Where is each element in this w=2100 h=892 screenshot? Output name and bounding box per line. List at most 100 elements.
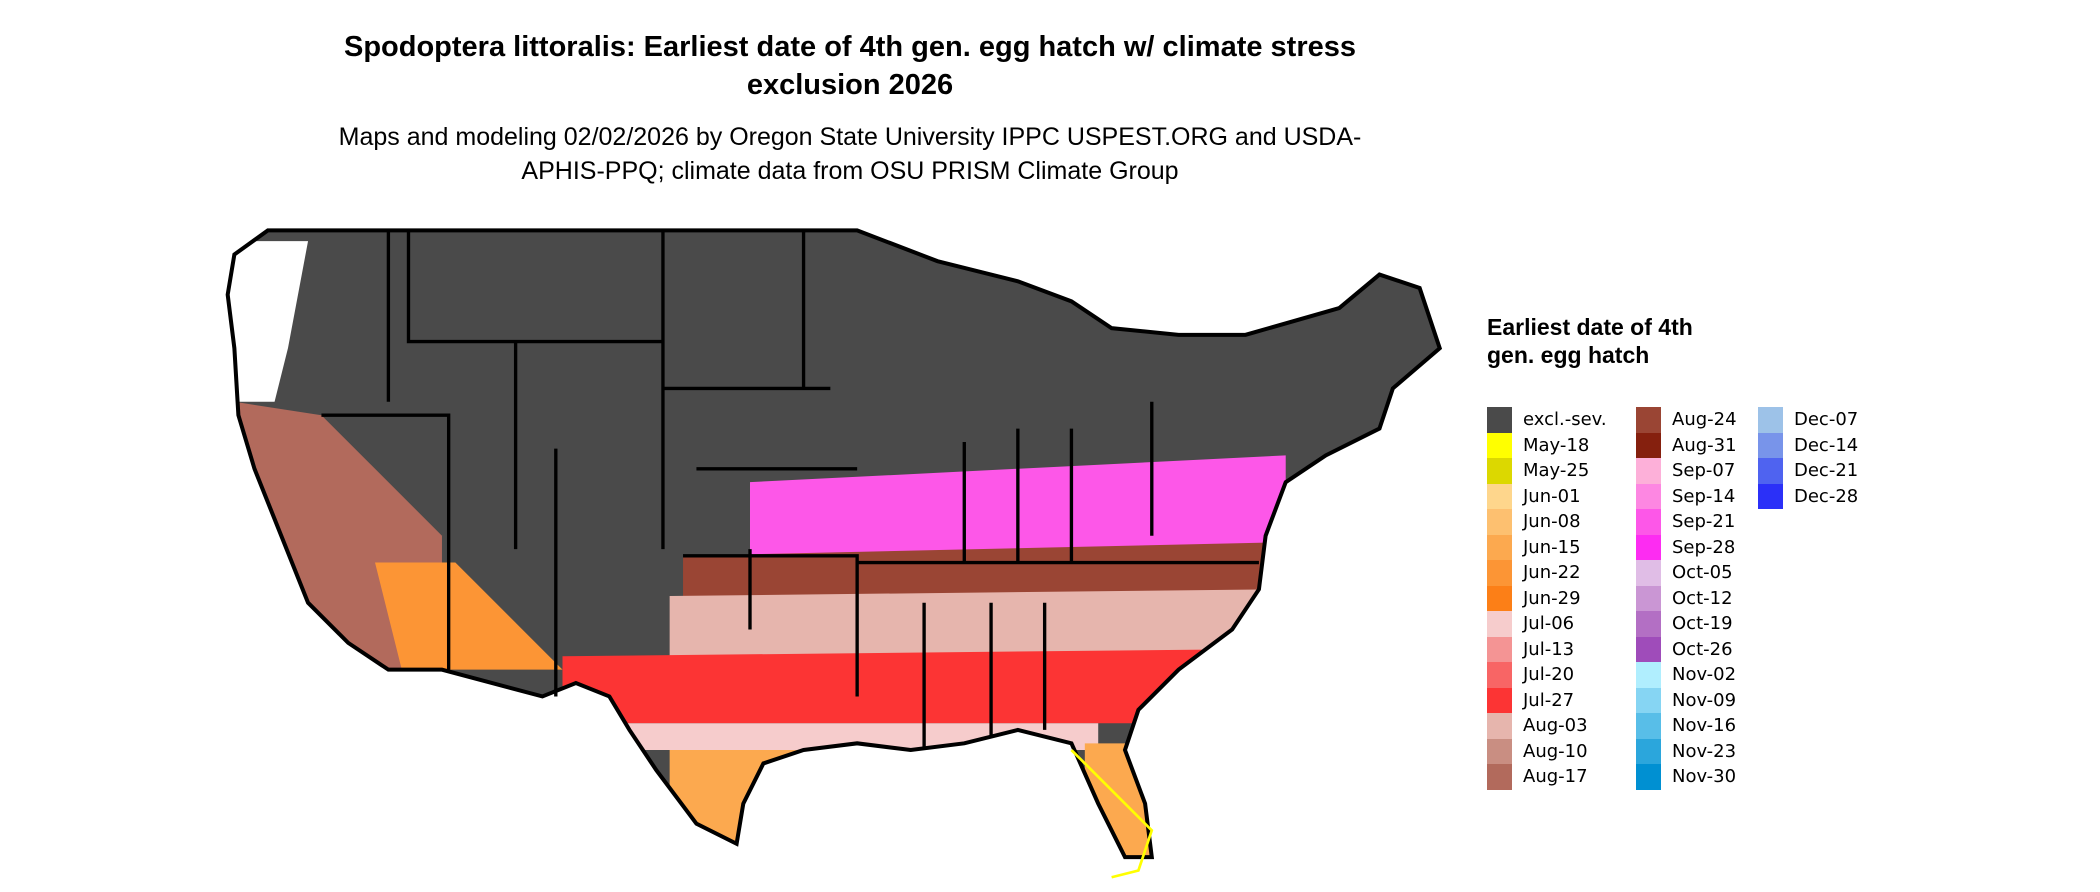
legend-item: Sep-14 [1636,483,1737,509]
legend-item: May-25 [1487,458,1607,484]
legend-swatch [1636,687,1661,713]
legend-item: Oct-26 [1636,636,1737,662]
region-aug-03 [669,589,1273,657]
legend-label: Oct-12 [1672,587,1733,609]
legend-item: Nov-09 [1636,687,1737,713]
legend-label: Jul-13 [1523,638,1575,660]
legend-item: Jun-22 [1487,560,1607,586]
legend-swatch [1636,611,1661,637]
legend-label: May-25 [1523,460,1590,482]
region-jun-22 [375,562,563,670]
legend-item: Dec-21 [1758,458,1858,484]
legend-label: Aug-17 [1523,766,1588,788]
legend-swatch [1487,407,1512,433]
legend-swatch [1487,764,1512,790]
legend-label: Jul-27 [1523,689,1575,711]
legend-swatch [1636,432,1661,458]
legend-label: Aug-10 [1523,740,1588,762]
legend-swatch [1487,534,1512,560]
legend-swatch [1636,560,1661,586]
legend-label: Nov-30 [1672,766,1737,788]
legend-label: May-18 [1523,434,1590,456]
legend-item: Nov-16 [1636,713,1737,739]
legend-item: Aug-10 [1487,738,1607,764]
legend-label: Jul-20 [1523,664,1575,686]
legend-swatch [1636,509,1661,535]
legend-label: Aug-24 [1672,409,1737,431]
legend-column: Dec-07 Dec-14 Dec-21 Dec-28 [1758,407,1858,509]
legend-label: Dec-28 [1794,485,1859,507]
legend-label: Aug-03 [1523,715,1588,737]
legend-label: Sep-28 [1672,536,1736,558]
legend-label: Nov-23 [1672,740,1737,762]
legend-swatch [1487,713,1512,739]
legend-item: Sep-07 [1636,458,1737,484]
legend-label: Sep-07 [1672,460,1736,482]
legend-label: Nov-16 [1672,715,1737,737]
legend-item: Jul-06 [1487,611,1607,637]
legend-swatch [1636,407,1661,433]
legend-item: Dec-28 [1758,483,1859,509]
legend-item: Oct-05 [1636,560,1737,586]
legend-label: Jun-08 [1523,511,1581,533]
state-borders [321,230,1259,751]
legend-label: excl.-sev. [1523,409,1607,431]
legend-item: excl.-sev. [1487,407,1607,433]
legend-item: Jul-13 [1487,636,1607,662]
legend-label: Dec-07 [1794,409,1859,431]
legend-column: excl.-sev. May-18 May-25 Jun-01 Jun-08 Jun-15… [1487,407,1607,790]
map-title: Spodoptera littoralis: Earliest date of … [343,31,1356,101]
legend-title: Earliest date of 4th gen. egg hatch [1487,314,1693,368]
legend-swatch [1487,432,1512,458]
legend-swatch [1636,585,1661,611]
legend-label: Oct-05 [1672,562,1733,584]
legend-label: Jun-15 [1523,536,1581,558]
legend-swatch [1758,458,1783,484]
legend-swatch [1487,560,1512,586]
legend-swatch [1636,483,1661,509]
legend-swatch [1636,738,1661,764]
legend-label: Oct-26 [1672,638,1733,660]
legend-swatch [1487,483,1512,509]
legend-label: Aug-31 [1672,434,1737,456]
legend-label: Sep-14 [1672,485,1736,507]
legend-label: Dec-21 [1794,460,1859,482]
legend-item: Oct-12 [1636,585,1737,611]
legend-item: May-18 [1487,432,1607,458]
legend-item: Jul-20 [1487,662,1607,688]
legend-swatch [1636,458,1661,484]
legend-label: Oct-19 [1672,613,1733,635]
legend-item: Jun-29 [1487,585,1607,611]
legend-item: Oct-19 [1636,611,1737,637]
legend-label: Sep-21 [1672,511,1736,533]
legend-swatch [1636,662,1661,688]
legend-column: Aug-24 Aug-31 Sep-07 Sep-14 Sep-21 Sep-28 Oct-… [1636,407,1737,790]
legend-swatch [1487,611,1512,637]
legend-item: Aug-03 [1487,713,1607,739]
legend-label: Jul-06 [1523,613,1575,635]
legend-label: Jun-01 [1523,485,1581,507]
legend-swatch [1487,585,1512,611]
legend-swatch [1636,764,1661,790]
legend-swatch [1487,662,1512,688]
legend-item: Aug-17 [1487,764,1607,790]
legend-item: Dec-07 [1758,407,1858,433]
legend-swatch [1758,432,1783,458]
legend-item: Jun-01 [1487,483,1607,509]
legend-item: Aug-24 [1636,407,1737,433]
legend-item: Sep-21 [1636,509,1737,535]
legend-item: Aug-31 [1636,432,1737,458]
legend-swatch [1636,713,1661,739]
legend-item: Jul-27 [1487,687,1607,713]
legend-label: Jun-29 [1523,587,1581,609]
legend-label: Nov-09 [1672,689,1737,711]
legend-swatch [1487,738,1512,764]
region-may-18 [1070,749,1154,879]
legend-item: Jun-15 [1487,534,1607,560]
legend-swatch [1758,483,1783,509]
legend-swatch [1487,458,1512,484]
region-texas-jun-15 [669,750,858,858]
legend-label: Jun-22 [1523,562,1581,584]
